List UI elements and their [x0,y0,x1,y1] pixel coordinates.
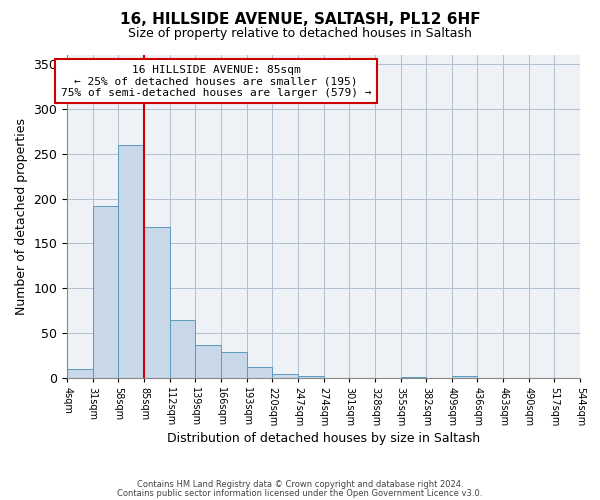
Text: Size of property relative to detached houses in Saltash: Size of property relative to detached ho… [128,28,472,40]
Text: 16 HILLSIDE AVENUE: 85sqm
← 25% of detached houses are smaller (195)
75% of semi: 16 HILLSIDE AVENUE: 85sqm ← 25% of detac… [61,64,371,98]
Bar [144,228,170,378]
Bar [247,368,272,378]
Bar [221,352,247,378]
Y-axis label: Number of detached properties: Number of detached properties [15,118,28,315]
Bar [170,320,196,378]
Text: Contains HM Land Registry data © Crown copyright and database right 2024.: Contains HM Land Registry data © Crown c… [137,480,463,489]
X-axis label: Distribution of detached houses by size in Saltash: Distribution of detached houses by size … [167,432,480,445]
Bar [196,345,221,378]
Text: Contains public sector information licensed under the Open Government Licence v3: Contains public sector information licen… [118,488,482,498]
Text: 16, HILLSIDE AVENUE, SALTASH, PL12 6HF: 16, HILLSIDE AVENUE, SALTASH, PL12 6HF [119,12,481,28]
Bar [272,374,298,378]
Bar [93,206,118,378]
Bar [298,376,323,378]
Bar [401,377,426,378]
Bar [452,376,478,378]
Bar [118,144,144,378]
Bar [67,369,93,378]
